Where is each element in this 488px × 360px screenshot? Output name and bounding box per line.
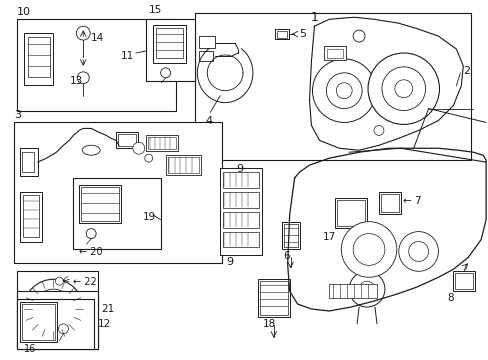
Bar xyxy=(20,148,38,176)
Circle shape xyxy=(144,154,152,162)
Circle shape xyxy=(312,59,375,122)
Bar xyxy=(20,302,57,342)
Text: 16: 16 xyxy=(24,344,36,354)
Circle shape xyxy=(381,67,425,111)
Circle shape xyxy=(352,30,365,42)
Circle shape xyxy=(398,231,438,271)
Bar xyxy=(328,284,376,298)
Bar xyxy=(145,135,177,151)
Circle shape xyxy=(45,301,61,317)
Text: 9: 9 xyxy=(236,164,243,174)
Bar xyxy=(155,28,183,58)
Bar xyxy=(326,49,343,58)
Bar xyxy=(199,51,213,61)
Circle shape xyxy=(86,229,96,239)
Text: 1: 1 xyxy=(310,11,318,24)
Circle shape xyxy=(34,289,73,329)
Bar xyxy=(20,192,41,242)
Bar xyxy=(337,200,365,226)
Bar xyxy=(220,168,262,255)
Bar xyxy=(165,155,201,175)
Bar xyxy=(276,31,286,38)
Bar xyxy=(335,198,366,228)
Text: 11: 11 xyxy=(121,51,134,61)
Text: 18: 18 xyxy=(263,319,276,329)
Circle shape xyxy=(59,324,68,334)
Text: 6: 6 xyxy=(283,251,289,261)
Bar xyxy=(223,172,258,188)
Circle shape xyxy=(394,80,412,98)
Bar xyxy=(259,281,287,315)
Circle shape xyxy=(336,83,351,99)
Bar xyxy=(145,19,195,81)
Text: 10: 10 xyxy=(17,7,31,17)
Circle shape xyxy=(76,26,90,40)
Circle shape xyxy=(325,73,361,109)
Circle shape xyxy=(161,68,170,78)
Circle shape xyxy=(373,125,383,135)
Text: ← 22: ← 22 xyxy=(73,277,97,287)
Bar xyxy=(378,192,400,214)
Bar xyxy=(81,187,119,221)
Bar xyxy=(223,212,258,228)
Bar xyxy=(73,178,161,249)
Bar xyxy=(452,271,474,291)
Text: 13: 13 xyxy=(69,76,82,86)
Bar xyxy=(22,195,39,237)
Text: 17: 17 xyxy=(322,231,335,242)
Circle shape xyxy=(24,279,83,339)
Bar xyxy=(17,19,175,111)
Circle shape xyxy=(352,234,384,265)
Text: 4: 4 xyxy=(205,116,212,126)
Bar xyxy=(116,132,138,148)
Text: 15: 15 xyxy=(148,5,162,15)
Text: 3: 3 xyxy=(14,111,21,121)
Bar xyxy=(223,192,258,208)
Circle shape xyxy=(367,53,439,125)
Bar xyxy=(21,152,34,172)
Bar xyxy=(195,13,470,160)
Bar xyxy=(17,299,94,349)
Text: 5: 5 xyxy=(299,29,306,39)
Bar xyxy=(274,29,288,39)
Bar xyxy=(283,224,297,247)
Text: ← 7: ← 7 xyxy=(402,196,421,206)
Ellipse shape xyxy=(82,145,100,155)
Text: 2: 2 xyxy=(462,66,469,76)
Bar xyxy=(79,185,121,223)
Bar xyxy=(199,36,215,48)
Text: 21: 21 xyxy=(101,304,114,314)
Text: 19: 19 xyxy=(142,212,155,222)
Bar xyxy=(257,279,289,317)
Text: 14: 14 xyxy=(91,33,104,43)
Bar xyxy=(223,231,258,247)
Bar xyxy=(118,134,136,146)
Bar xyxy=(28,37,49,77)
Bar xyxy=(24,33,53,85)
Circle shape xyxy=(133,142,144,154)
Text: 8: 8 xyxy=(446,293,453,303)
Bar xyxy=(21,304,55,340)
Circle shape xyxy=(341,222,396,277)
Circle shape xyxy=(55,277,63,285)
Bar xyxy=(324,46,346,60)
Text: ← 20: ← 20 xyxy=(79,247,102,257)
Bar xyxy=(152,25,186,63)
Bar xyxy=(14,122,222,264)
Bar xyxy=(380,194,398,212)
Bar xyxy=(147,137,175,149)
Circle shape xyxy=(358,281,374,297)
Bar xyxy=(17,271,98,349)
Bar xyxy=(167,157,199,173)
Circle shape xyxy=(408,242,427,261)
Bar xyxy=(281,222,299,249)
Text: 12: 12 xyxy=(98,319,111,329)
Bar xyxy=(454,273,472,289)
Bar xyxy=(17,291,98,349)
Circle shape xyxy=(348,271,384,307)
Text: 9: 9 xyxy=(226,257,233,267)
Circle shape xyxy=(77,72,89,84)
